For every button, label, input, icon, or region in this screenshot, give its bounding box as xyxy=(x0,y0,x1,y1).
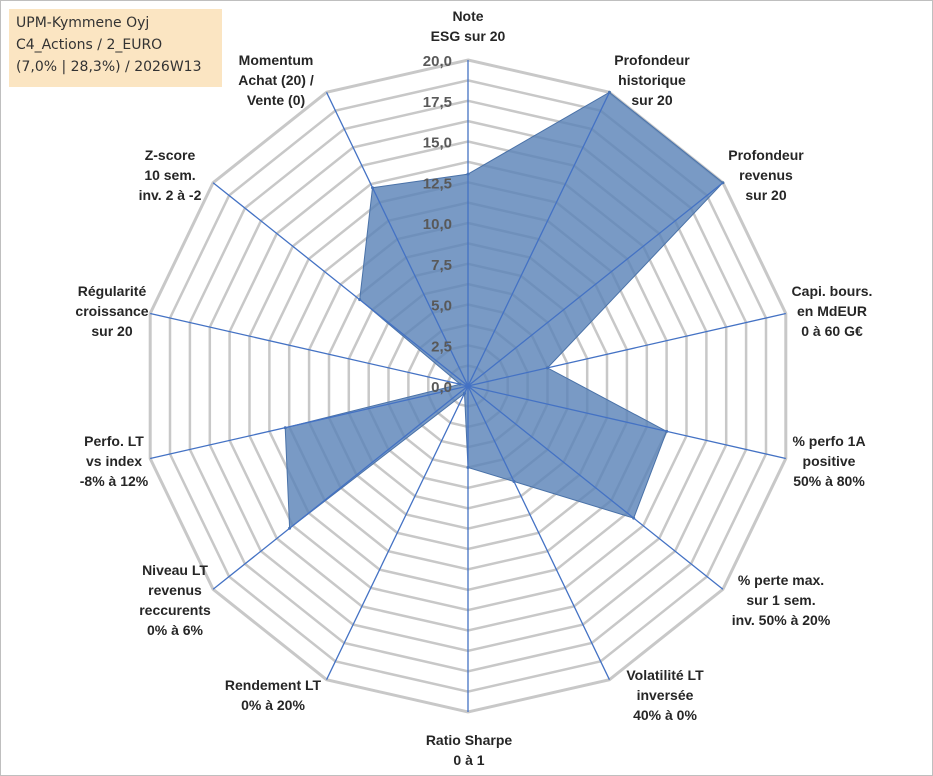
stats-label: (7,0% | 28,3%) / 2026W13 xyxy=(16,59,202,75)
axis-line xyxy=(467,182,724,387)
axis-label: Z-score 10 sem. inv. 2 à -2 xyxy=(139,147,202,203)
axis-line xyxy=(467,385,786,460)
axis-line xyxy=(212,385,469,590)
axis-label: Perfo. LT vs index -8% à 12% xyxy=(80,433,149,489)
axis-line xyxy=(467,312,786,387)
category-label: C4_Actions / 2_EURO xyxy=(16,37,163,53)
tick-labels: 0,0 2,5 5,0 7,5 10,0 12,5 15,0 17,5 20,0 xyxy=(423,53,452,396)
axis-line xyxy=(467,385,611,680)
info-box: UPM-Kymmene Oyj C4_Actions / 2_EURO (7,0… xyxy=(9,9,222,87)
axis-labels: Note ESG sur 20 Profondeur historique sur 20… xyxy=(75,8,872,768)
tick-label: 7,5 xyxy=(431,257,452,274)
axis-label: Capi. bours. en MdEUR 0 à 60 G€ xyxy=(792,283,873,339)
tick-label: 5,0 xyxy=(431,298,452,315)
tick-label: 15,0 xyxy=(423,135,452,152)
company-name: UPM-Kymmene Oyj xyxy=(16,15,150,31)
axis-line xyxy=(212,182,469,387)
axis-label: % perfo 1A positive 50% à 80% xyxy=(792,433,865,489)
axis-label: Régularité croissance sur 20 xyxy=(75,283,148,339)
axis-label: Profondeur historique sur 20 xyxy=(614,52,690,108)
axis-line xyxy=(467,92,611,387)
axis-line xyxy=(150,312,469,387)
axis-label: Note ESG sur 20 xyxy=(431,8,506,44)
axis-label: % perte max. sur 1 sem. inv. 50% à 20% xyxy=(732,572,831,628)
axis-label: Rendement LT 0% à 20% xyxy=(225,677,322,713)
axis-line xyxy=(467,385,724,590)
axis-label: Momentum Achat (20) / Vente (0) xyxy=(238,52,314,108)
axis-label: Ratio Sharpe 0 à 1 xyxy=(426,732,513,768)
axis-line xyxy=(150,385,469,460)
tick-label: 10,0 xyxy=(423,216,452,233)
tick-label: 0,0 xyxy=(431,379,452,396)
axis-label: Volatilité LT inversée 40% à 0% xyxy=(626,667,704,723)
tick-label: 17,5 xyxy=(423,94,452,111)
axis-line xyxy=(325,92,469,387)
axis-label: Profondeur revenus sur 20 xyxy=(728,147,804,203)
axis-line xyxy=(325,385,469,680)
tick-label: 20,0 xyxy=(423,53,452,70)
axis-label: Niveau LT revenus reccurents 0% à 6% xyxy=(139,562,211,638)
axis-layer xyxy=(150,60,786,712)
tick-label: 12,5 xyxy=(423,175,452,192)
tick-label: 2,5 xyxy=(431,338,452,355)
